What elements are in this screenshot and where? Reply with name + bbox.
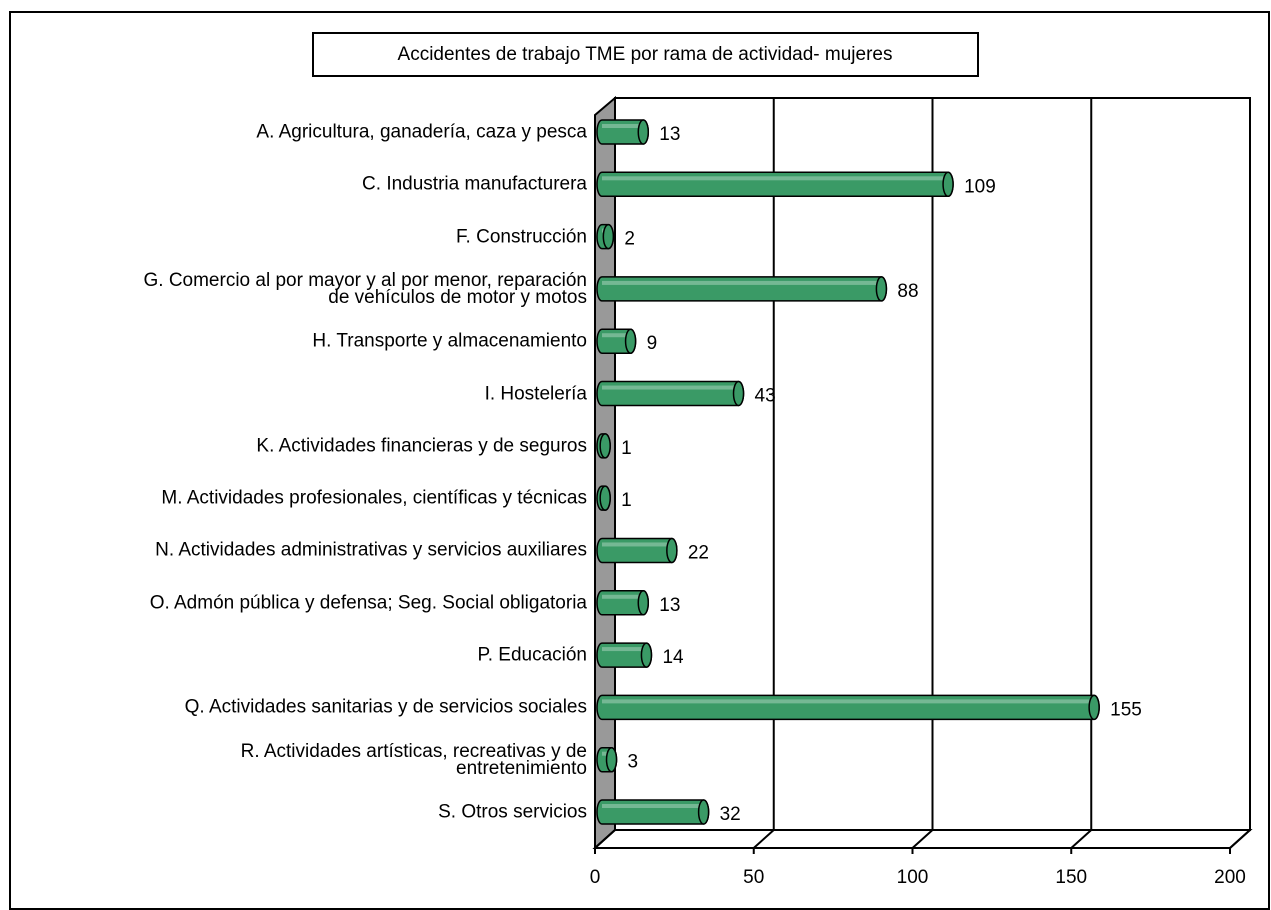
value-label: 14	[662, 647, 684, 668]
bar-cap	[637, 590, 650, 616]
bar-cap	[875, 276, 888, 302]
bar	[596, 433, 611, 459]
floor-grid-line	[1229, 829, 1251, 849]
value-label: 3	[628, 752, 639, 773]
bar-cap	[640, 642, 653, 668]
bar-cap	[624, 328, 637, 354]
y-tick-label: M. Actividades profesionales, científica…	[161, 487, 587, 509]
value-label: 155	[1110, 699, 1142, 720]
y-tick-label: Q. Actividades sanitarias y de servicios…	[184, 696, 587, 718]
bar	[596, 537, 678, 564]
bar-cap	[1088, 694, 1100, 721]
floor-grid-line	[753, 829, 775, 849]
bar	[596, 642, 653, 668]
value-label: 13	[659, 595, 680, 616]
bar-body	[596, 171, 954, 198]
y-tick-label: C. Industria manufacturera	[362, 173, 587, 195]
bar	[596, 694, 1100, 721]
value-label: 13	[659, 124, 680, 145]
title-box	[312, 32, 979, 77]
bar-highlight	[602, 385, 739, 390]
value-label: 32	[720, 804, 741, 825]
y-tick-label: F. Construcción	[456, 226, 587, 248]
bar-body	[596, 694, 1100, 721]
bar	[596, 171, 954, 198]
side-wall	[594, 95, 616, 851]
y-tick-label: K. Actividades financieras y de seguros	[256, 435, 587, 457]
y-tick-label: R. Actividades artísticas, recreativas y…	[240, 740, 587, 779]
value-label: 2	[624, 229, 635, 250]
value-label: 9	[647, 333, 658, 354]
bar	[596, 380, 745, 407]
bar	[596, 746, 618, 773]
floor-grid-line	[1070, 829, 1092, 849]
x-tick-label: 100	[897, 867, 929, 888]
bar-body	[596, 380, 745, 407]
bar-cap	[942, 171, 954, 198]
x-tick-label: 200	[1214, 867, 1246, 888]
bar	[596, 799, 710, 825]
value-label: 109	[964, 176, 996, 197]
bar-highlight	[602, 124, 644, 128]
value-label: 1	[621, 438, 632, 459]
bar-highlight	[602, 594, 644, 599]
bar-cap	[599, 485, 611, 511]
frame	[9, 11, 1270, 910]
x-tick-label: 0	[590, 867, 601, 888]
bar-cap	[637, 119, 650, 145]
floor-grid-line	[594, 829, 616, 849]
value-label: 88	[897, 281, 918, 302]
y-tick-label: A. Agricultura, ganadería, caza y pesca	[256, 121, 587, 143]
bar	[596, 328, 637, 354]
bar-cap	[666, 537, 678, 564]
chart-title: Accidentes de trabajo TME por rama de ac…	[398, 44, 893, 65]
bar	[596, 590, 650, 616]
bar	[596, 485, 611, 511]
bar-highlight	[602, 699, 1095, 704]
bar	[596, 276, 888, 302]
y-tick-label: O. Admón pública y defensa; Seg. Social …	[149, 592, 587, 614]
bar-cap	[732, 380, 745, 407]
value-label: 1	[621, 490, 632, 511]
bar-highlight	[602, 542, 672, 547]
bar-highlight	[602, 280, 882, 285]
bar-highlight	[602, 647, 647, 652]
value-label: 22	[688, 542, 709, 563]
bar-cap	[605, 746, 618, 773]
value-label: 43	[755, 386, 776, 407]
y-tick-label: H. Transporte y almacenamiento	[312, 330, 587, 352]
bar-cap	[602, 223, 615, 250]
bar-body	[596, 537, 678, 564]
y-tick-label: G. Comercio al por mayor y al por menor,…	[143, 269, 587, 308]
y-tick-label: I. Hostelería	[484, 383, 587, 405]
bar	[596, 223, 615, 250]
x-tick-label: 150	[1055, 867, 1087, 888]
bar-body	[596, 276, 888, 302]
y-tick-label: N. Actividades administrativas y servici…	[155, 539, 587, 561]
y-tick-label: S. Otros servicios	[438, 801, 587, 823]
y-tick-label: P. Educación	[477, 644, 587, 666]
bar-highlight	[602, 176, 949, 181]
bar-highlight	[602, 333, 631, 338]
bar-cap	[697, 799, 710, 825]
floor-grid-line	[911, 829, 934, 849]
bar-highlight	[602, 804, 704, 808]
bar	[596, 119, 650, 145]
x-tick-label: 50	[743, 867, 764, 888]
bar-body	[596, 799, 710, 825]
bar-cap	[599, 433, 611, 459]
